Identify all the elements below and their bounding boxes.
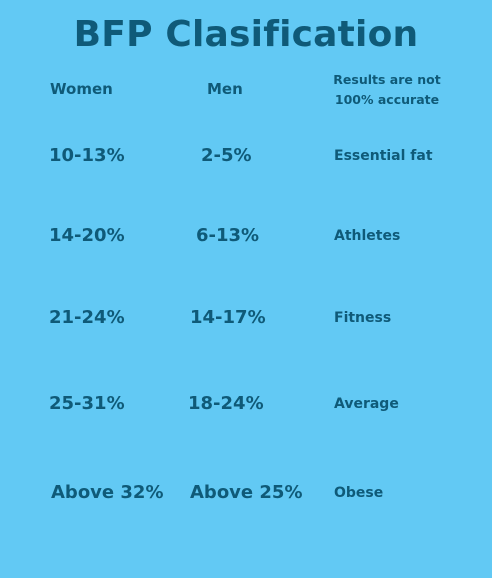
men-column-header: Men	[207, 80, 243, 98]
category-label: Athletes	[334, 228, 401, 244]
men-range: 2-5%	[201, 145, 252, 166]
category-label: Average	[334, 396, 399, 412]
men-range: Above 25%	[190, 482, 303, 503]
women-range: 21-24%	[49, 307, 125, 328]
men-range: 14-17%	[190, 307, 266, 328]
women-range: Above 32%	[51, 482, 164, 503]
men-range: 18-24%	[188, 393, 264, 414]
table-row: 14-20% 6-13% Athletes	[0, 221, 492, 251]
category-label: Fitness	[334, 310, 392, 326]
category-label: Essential fat	[334, 148, 433, 164]
table-row: 21-24% 14-17% Fitness	[0, 303, 492, 333]
table-row: Above 32% Above 25% Obese	[0, 478, 492, 508]
category-label: Obese	[334, 485, 384, 501]
women-range: 14-20%	[49, 225, 125, 246]
table-row: 25-31% 18-24% Average	[0, 389, 492, 419]
women-range: 25-31%	[49, 393, 125, 414]
accuracy-note: Results are not 100% accurate	[322, 70, 452, 110]
men-range: 6-13%	[196, 225, 260, 246]
table-row: 10-13% 2-5% Essential fat	[0, 141, 492, 171]
accuracy-note-line-2: 100% accurate	[334, 92, 440, 107]
page-title: BFP Clasification	[73, 14, 419, 55]
women-range: 10-13%	[49, 145, 125, 166]
women-column-header: Women	[50, 80, 113, 98]
accuracy-note-line-1: Results are not	[333, 72, 441, 87]
